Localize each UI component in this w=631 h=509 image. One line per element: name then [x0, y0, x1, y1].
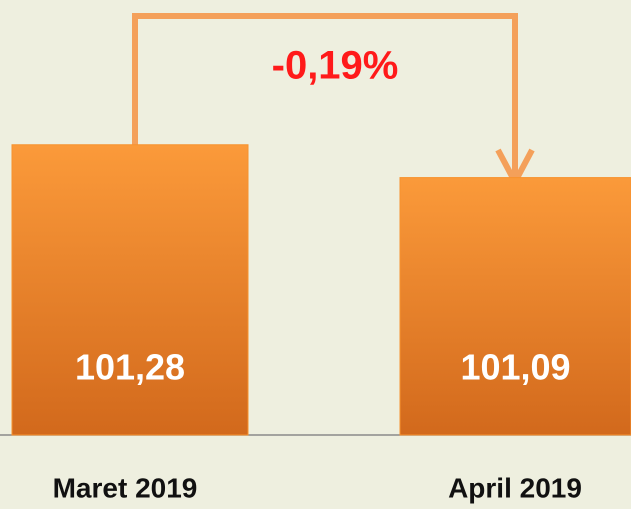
bar	[399, 177, 631, 436]
change-bracket	[132, 13, 518, 178]
x-tick-label: Maret 2019	[53, 472, 198, 503]
value-label: 101,28	[75, 347, 185, 388]
value-label: 101,09	[460, 347, 570, 388]
change-annotation: -0,19%	[272, 44, 399, 88]
bar	[11, 144, 249, 436]
x-tick-label: April 2019	[448, 472, 582, 503]
